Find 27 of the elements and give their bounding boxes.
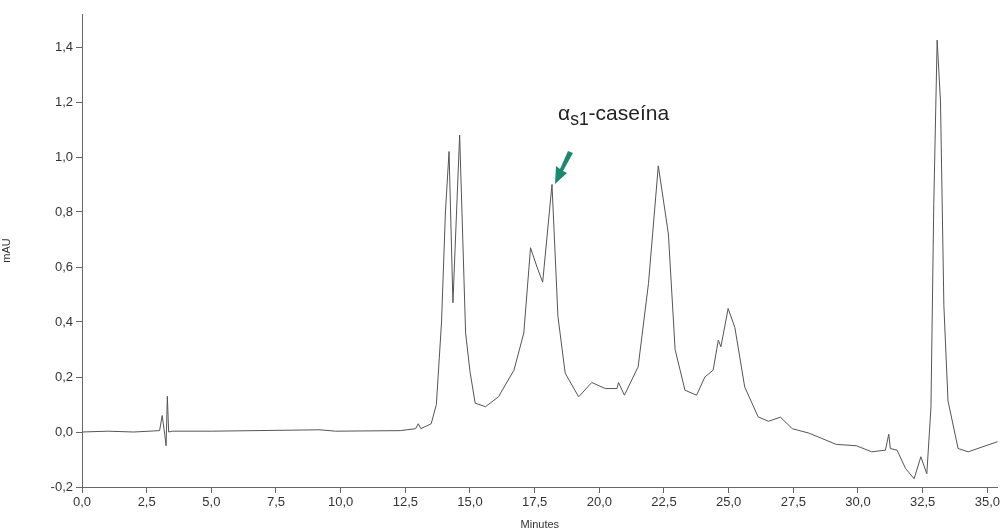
y-tick-label: 1,2 xyxy=(54,93,73,109)
y-tick-label: 0,8 xyxy=(54,203,73,219)
y-tick-label: 1,0 xyxy=(54,148,73,164)
x-tick-label: 0,0 xyxy=(72,494,92,510)
y-tick-label: 0,6 xyxy=(54,258,73,274)
x-tick-label: 12,5 xyxy=(392,494,418,510)
x-tick-label: 7,5 xyxy=(266,494,286,510)
x-tick-label: 35,0 xyxy=(974,494,1000,510)
x-tick-label: 5,0 xyxy=(202,494,221,510)
x-tick-label: 30,0 xyxy=(845,494,871,510)
y-tick-label: 0,0 xyxy=(54,423,73,439)
x-tick-label: 32,5 xyxy=(910,494,936,510)
x-tick-label: 25,0 xyxy=(716,494,742,510)
x-tick-label: 17,5 xyxy=(522,494,548,510)
x-axis-title: Minutes xyxy=(520,518,560,531)
x-tick-label: 27,5 xyxy=(780,494,806,510)
y-tick-label: -0,2 xyxy=(50,478,73,494)
annotation: α$_{s1}$-caseína xyxy=(557,100,670,130)
x-tick-label: 22,5 xyxy=(651,494,677,510)
x-tick-label: 10,0 xyxy=(328,494,354,510)
x-tick-label: 15,0 xyxy=(457,494,483,510)
y-tick-label: 0,4 xyxy=(54,313,73,329)
y-tick-label: 0,2 xyxy=(54,368,73,384)
x-tick-label: 20,0 xyxy=(586,494,612,510)
y-axis-title: mAU xyxy=(0,238,12,263)
x-tick-label: 2,5 xyxy=(137,494,156,510)
y-tick-label: 1,4 xyxy=(54,38,73,54)
